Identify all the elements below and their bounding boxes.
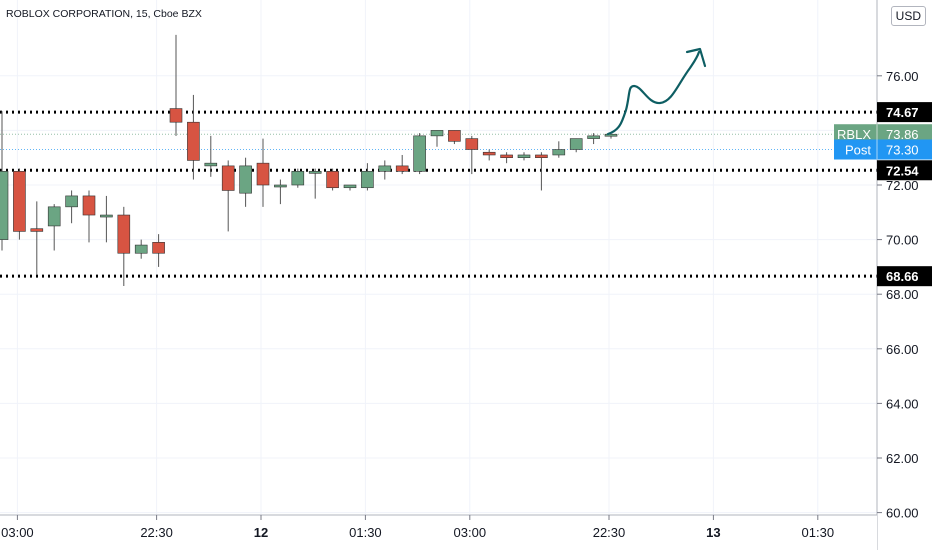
level-label: 68.66	[886, 269, 919, 284]
candle-up	[604, 133, 618, 137]
candle-up	[517, 154, 531, 159]
price-tag-name: RBLX	[837, 127, 871, 142]
price-tag-value: 73.86	[886, 127, 919, 142]
candle-up	[239, 165, 252, 194]
candle-down	[82, 195, 96, 216]
price-tick-label: 64.00	[886, 396, 919, 411]
candle-up	[204, 162, 218, 167]
candle-down	[152, 242, 165, 254]
candle-up	[552, 149, 566, 156]
candle-up	[413, 135, 426, 172]
candle-down	[482, 151, 496, 156]
candle-down	[30, 228, 44, 232]
candle-up	[308, 171, 322, 174]
level-label-bg	[877, 102, 932, 123]
price-tags: 74.67 72.54 68.66 RBLX 73.86 Post 73.30	[834, 102, 932, 287]
time-axis-bg	[0, 515, 877, 550]
time-tick-label: 01:30	[349, 525, 382, 540]
forecast-arrow-drawing[interactable]	[606, 50, 701, 136]
candle-up	[378, 165, 392, 172]
price-tag-value: 73.30	[886, 143, 919, 158]
candle-down	[256, 162, 270, 186]
candle-down	[448, 130, 461, 142]
candle-up	[343, 184, 357, 189]
candle-up	[274, 184, 287, 188]
candle-down	[395, 165, 409, 172]
level-label-bg	[877, 160, 932, 181]
time-tick-label: 01:30	[802, 525, 835, 540]
candle-up	[587, 135, 600, 139]
candle-down	[500, 154, 513, 159]
level-label-bg	[877, 266, 932, 287]
price-tag-bg	[834, 139, 932, 160]
time-tick-label: 12	[254, 525, 268, 540]
level-label: 72.54	[886, 163, 919, 178]
time-tick-label: 13	[706, 525, 720, 540]
candle-up	[100, 214, 113, 218]
grid-lines	[0, 0, 877, 515]
price-tick-label: 60.00	[886, 506, 919, 521]
time-tick-label: 22:30	[593, 525, 626, 540]
candle-down	[465, 138, 479, 150]
price-tick-label: 68.00	[886, 287, 919, 302]
price-tick-label: 70.00	[886, 233, 919, 248]
price-tick-label: 72.00	[886, 178, 919, 193]
price-tick-label: 66.00	[886, 342, 919, 357]
price-tick-label: 62.00	[886, 451, 919, 466]
symbol-title: ROBLOX CORPORATION, 15, Cboe BZX	[6, 8, 202, 20]
horizontal-levels[interactable]	[0, 110, 877, 278]
price-tag-name: Post	[845, 143, 871, 158]
candles	[0, 34, 618, 287]
candle-down	[117, 214, 131, 254]
candle-up	[291, 171, 305, 186]
candle-up	[430, 130, 444, 137]
candle-down	[326, 171, 339, 189]
time-axis[interactable]: 03:00 22:30 12 01:30 03:00 22:30 13 01:30	[0, 514, 877, 550]
candle-down	[169, 108, 183, 123]
time-tick-label: 22:30	[140, 525, 173, 540]
level-label: 74.67	[886, 105, 919, 120]
candle-up	[47, 206, 61, 227]
candle-down	[221, 165, 235, 191]
time-tick-label: 03:00	[454, 525, 487, 540]
time-tick-label: 03:00	[1, 525, 34, 540]
candle-up	[569, 138, 583, 150]
candle-up	[134, 244, 148, 254]
candle-up	[65, 195, 78, 208]
candle-up	[0, 171, 9, 240]
candle-up	[361, 171, 374, 189]
currency-button[interactable]: USD	[890, 6, 926, 26]
candle-down	[13, 171, 26, 232]
candle-down	[187, 121, 200, 161]
forecast-arrow-head-icon	[685, 47, 707, 68]
candle-down	[535, 154, 548, 159]
price-tag-bg	[834, 124, 932, 145]
price-tick-label: 76.00	[886, 69, 919, 84]
